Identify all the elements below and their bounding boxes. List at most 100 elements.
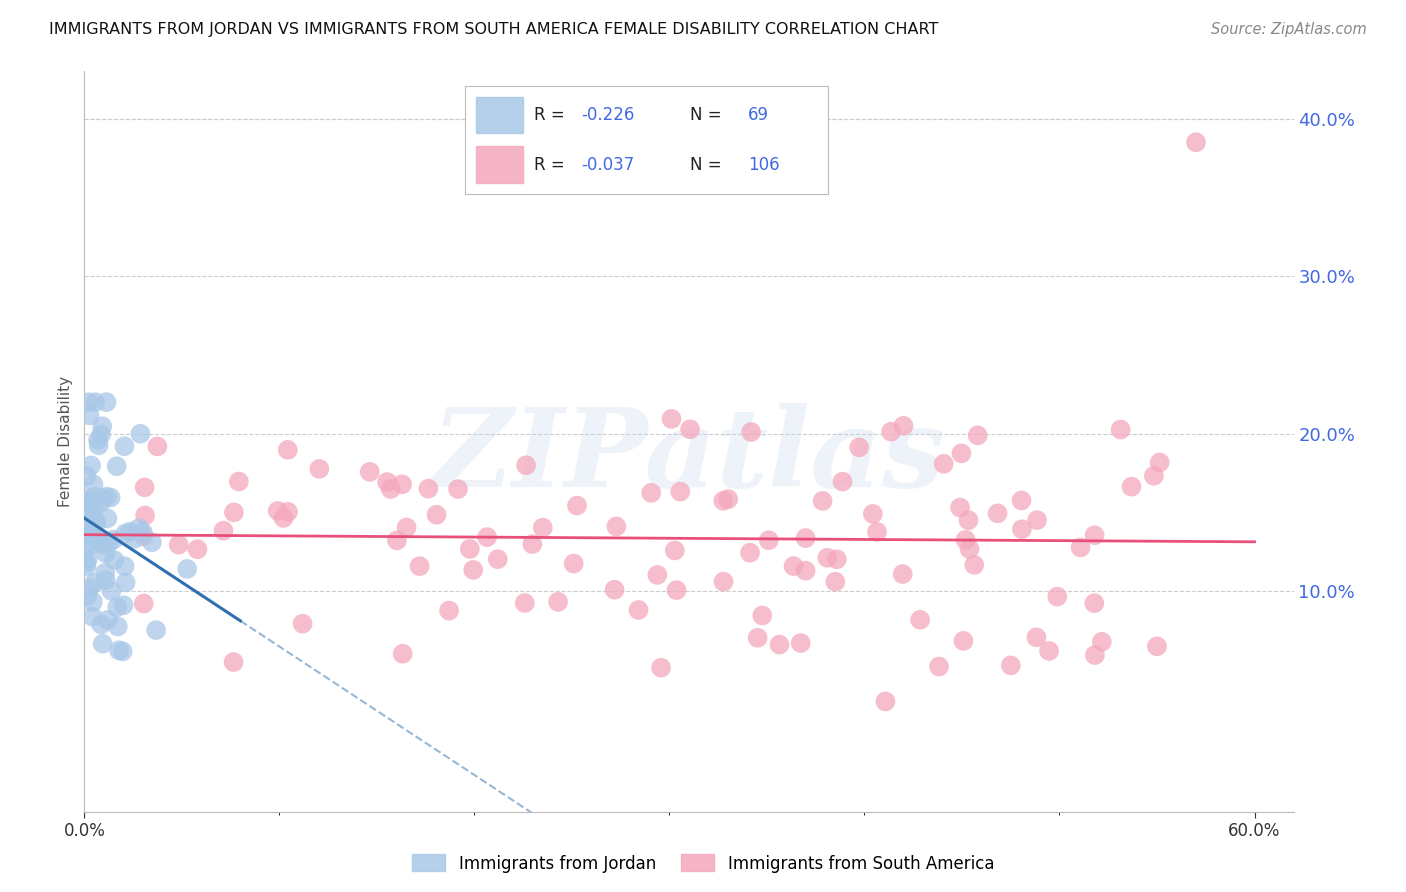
Point: [1084, 528, 1107, 542]
Point: [794, 531, 817, 545]
Point: [90, 491, 112, 505]
Point: [1046, 590, 1069, 604]
Point: [96, 395, 118, 409]
Point: [391, 647, 413, 661]
Point: [831, 475, 853, 489]
Point: [522, 537, 544, 551]
Point: [108, 643, 131, 657]
Point: [789, 636, 811, 650]
Point: [97, 535, 120, 549]
Point: [107, 619, 129, 633]
Point: [94, 573, 117, 587]
Point: [768, 638, 790, 652]
Point: [114, 559, 136, 574]
Point: [408, 559, 430, 574]
Point: [908, 613, 931, 627]
Point: [949, 500, 972, 515]
Point: [486, 552, 509, 566]
Point: [82, 537, 104, 551]
Point: [603, 582, 626, 597]
Point: [955, 533, 977, 547]
Y-axis label: Female Disability: Female Disability: [58, 376, 73, 508]
Point: [84, 517, 107, 532]
Point: [395, 520, 418, 534]
Point: [176, 562, 198, 576]
Point: [425, 508, 447, 522]
Point: [222, 655, 245, 669]
Point: [97, 613, 120, 627]
Point: [717, 491, 740, 506]
Point: [146, 439, 169, 453]
Point: [1149, 455, 1171, 469]
Point: [83, 575, 105, 590]
Point: [380, 482, 402, 496]
Point: [437, 604, 460, 618]
Point: [1121, 480, 1143, 494]
Point: [75, 493, 97, 508]
Point: [815, 550, 838, 565]
Point: [661, 412, 683, 426]
Point: [91, 538, 114, 552]
Point: [82, 609, 104, 624]
Point: [1026, 513, 1049, 527]
Point: [1070, 541, 1092, 555]
Point: [475, 530, 498, 544]
Point: [79, 409, 101, 423]
Point: [77, 515, 100, 529]
Point: [679, 422, 702, 436]
Point: [418, 482, 440, 496]
Point: [129, 426, 152, 441]
Point: [1143, 468, 1166, 483]
Point: [167, 538, 190, 552]
Point: [463, 563, 485, 577]
Point: [76, 590, 98, 604]
Point: [359, 465, 381, 479]
Point: [112, 598, 135, 612]
Point: [375, 475, 398, 489]
Point: [94, 546, 117, 560]
Point: [75, 523, 97, 537]
Point: [515, 458, 537, 473]
Point: [75, 556, 97, 570]
Point: [75, 541, 97, 555]
Point: [76, 494, 98, 508]
Point: [959, 541, 981, 556]
Point: [77, 395, 100, 409]
Point: [273, 511, 295, 525]
Point: [128, 521, 150, 535]
Point: [891, 567, 914, 582]
Point: [145, 623, 167, 637]
Point: [112, 439, 135, 453]
Point: [738, 546, 761, 560]
Point: [875, 694, 897, 708]
Point: [82, 595, 104, 609]
Point: [664, 543, 686, 558]
Point: [627, 603, 650, 617]
Point: [747, 631, 769, 645]
Point: [90, 427, 112, 442]
Point: [96, 511, 118, 525]
Point: [848, 441, 870, 455]
Point: [1025, 630, 1047, 644]
Point: [385, 533, 408, 548]
Point: [513, 596, 536, 610]
Text: ZIPatlas: ZIPatlas: [432, 402, 946, 510]
Point: [103, 553, 125, 567]
Point: [605, 519, 627, 533]
Point: [134, 508, 156, 523]
Point: [650, 661, 672, 675]
Point: [1146, 640, 1168, 654]
Point: [114, 575, 136, 590]
Point: [1083, 596, 1105, 610]
Point: [132, 597, 155, 611]
Point: [277, 442, 299, 457]
Point: [825, 552, 848, 566]
Point: [565, 499, 588, 513]
Point: [751, 608, 773, 623]
Point: [79, 498, 101, 512]
Point: [447, 482, 470, 496]
Point: [277, 505, 299, 519]
Point: [562, 557, 585, 571]
Point: [1038, 644, 1060, 658]
Text: IMMIGRANTS FROM JORDAN VS IMMIGRANTS FROM SOUTH AMERICA FEMALE DISABILITY CORREL: IMMIGRANTS FROM JORDAN VS IMMIGRANTS FRO…: [49, 22, 939, 37]
